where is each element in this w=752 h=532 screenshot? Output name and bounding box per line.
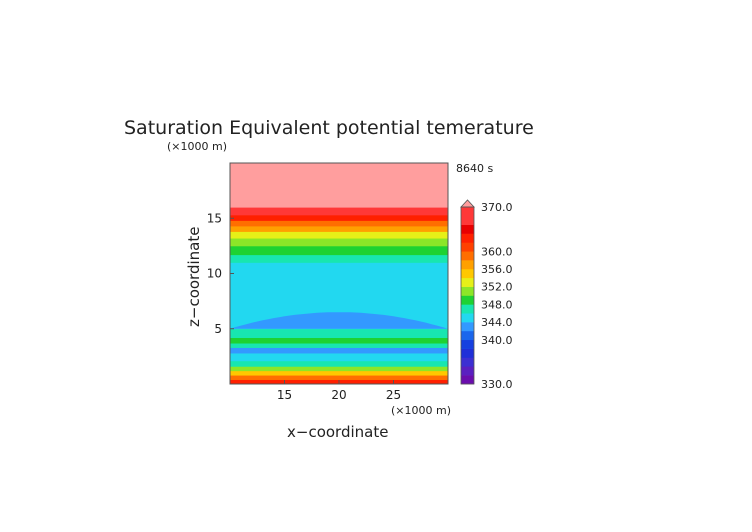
colorbar-tick-label-344: 344.0	[481, 316, 513, 329]
x-axis-ticks: 15 20 25	[277, 380, 401, 402]
colorbar-tick-label-330: 330.0	[481, 378, 513, 391]
y-axis-label: z−coordinate	[185, 227, 203, 327]
colorbar-swatch-7	[461, 313, 474, 323]
contour-band-3	[230, 366, 448, 372]
x-axis-label: x−coordinate	[287, 423, 388, 441]
contour-band-2	[230, 370, 448, 376]
contour-band-1	[230, 375, 448, 380]
contour-band-14	[230, 231, 448, 239]
x-tick-label-20: 20	[331, 388, 346, 402]
contour-band-19	[230, 163, 448, 208]
y-tick-label-10: 10	[207, 267, 222, 281]
contour-band-18	[230, 207, 448, 216]
colorbar-tick-label-352: 352.0	[481, 281, 513, 294]
colorbar-swatch-16	[461, 233, 474, 243]
colorbar-ticks: 330.0 340.0 344.0 348.0 352.0 356.0 360.0 370.0	[481, 201, 513, 391]
contour-band-15	[230, 225, 448, 232]
colorbar-swatch-17	[461, 224, 474, 234]
colorbar-tick-label-370: 370.0	[481, 201, 513, 214]
contour-band-12	[230, 245, 448, 256]
chart-title: Saturation Equivalent potential temeratu…	[124, 117, 534, 139]
y-tick-label-5: 5	[214, 322, 222, 336]
time-label: 8640 s	[456, 162, 493, 175]
colorbar-tick-label-356: 356.0	[481, 263, 513, 276]
y-tick-label-15: 15	[207, 211, 222, 225]
colorbar-tick-label-340: 340.0	[481, 334, 513, 347]
contour-dome	[230, 312, 448, 329]
colorbar-swatch-4	[461, 339, 474, 349]
colorbar-swatches	[461, 207, 474, 385]
colorbar-frame	[460, 206, 475, 385]
colorbar-swatch-10	[461, 286, 474, 296]
contour-band-16	[230, 220, 448, 227]
colorbar-swatch-0	[461, 375, 474, 385]
colorbar-swatch-2	[461, 357, 474, 367]
colorbar-swatch-8	[461, 304, 474, 314]
contour-band-4	[230, 360, 448, 367]
colorbar-swatch-11	[461, 277, 474, 287]
x-tick-label-15: 15	[277, 388, 292, 402]
contour-band-11	[230, 254, 448, 263]
colorbar-swatch-12	[461, 268, 474, 279]
colorbar-swatch-14	[461, 251, 474, 261]
y-unit-label: (×1000 m)	[167, 140, 227, 153]
contour-band-5	[230, 353, 448, 362]
contour-band-7	[230, 343, 448, 348]
contour-dome-shape	[230, 312, 448, 329]
colorbar-swatch-5	[461, 330, 474, 341]
colorbar-swatch-15	[461, 242, 474, 252]
colorbar-swatch-6	[461, 322, 474, 332]
colorbar-swatch-1	[461, 366, 474, 376]
contour-bands	[230, 163, 448, 385]
colorbar-swatch-9	[461, 295, 474, 305]
colorbar-tick-label-348: 348.0	[481, 298, 513, 311]
contour-band-9	[230, 328, 448, 338]
contour-band-6	[230, 347, 448, 354]
colorbar: 330.0 340.0 344.0 348.0 352.0 356.0 360.0 370.0	[460, 199, 513, 391]
colorbar-swatch-13	[461, 260, 474, 270]
contour-band-8	[230, 337, 448, 344]
contour-band-13	[230, 238, 448, 247]
x-tick-label-25: 25	[386, 388, 401, 402]
colorbar-tick-label-360: 360.0	[481, 245, 513, 258]
colorbar-swatch-18	[461, 207, 474, 225]
contour-band-17	[230, 214, 448, 221]
x-unit-label: (×1000 m)	[391, 404, 451, 417]
colorbar-swatch-3	[461, 348, 474, 358]
y-axis-ticks: 5 10 15	[207, 211, 234, 336]
plot-area	[229, 162, 449, 385]
